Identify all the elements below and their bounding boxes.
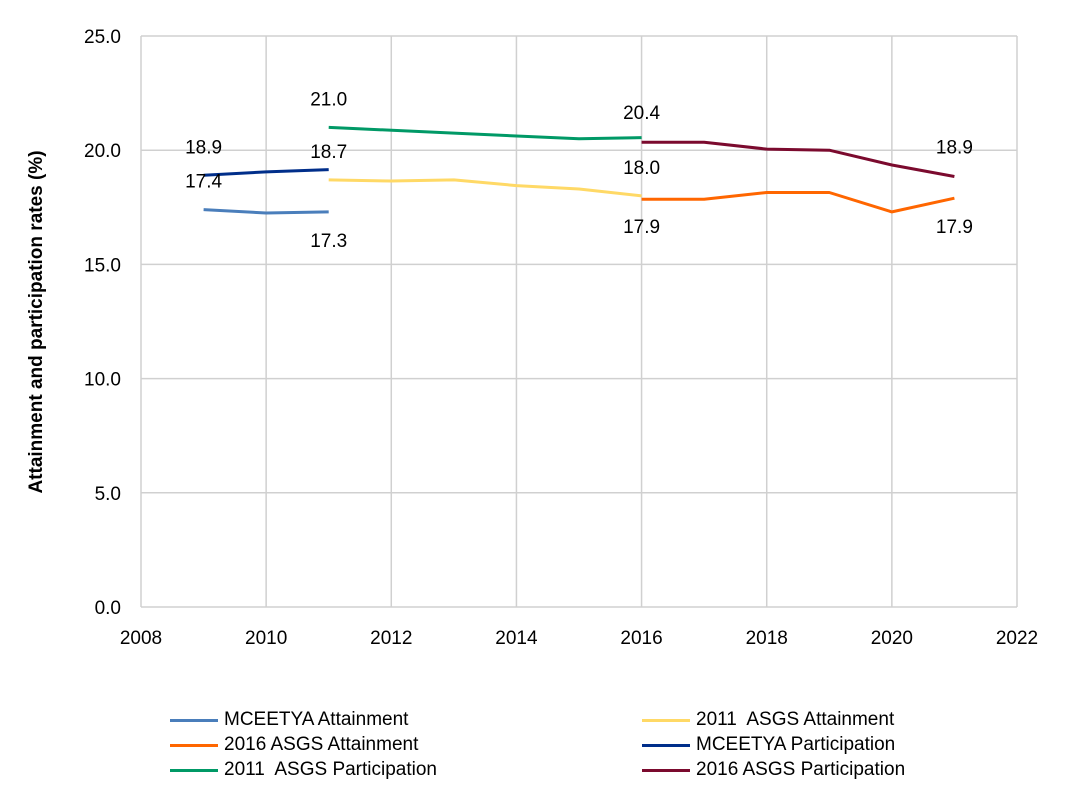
data-label: 18.9 bbox=[185, 137, 222, 158]
series-line bbox=[641, 191, 955, 214]
x-tick-label: 2012 bbox=[370, 628, 412, 649]
data-label: 17.4 bbox=[185, 172, 222, 193]
series-line bbox=[641, 140, 955, 178]
y-tick-label: 25.0 bbox=[84, 27, 121, 48]
legend-label: 2016 ASGS Participation bbox=[696, 759, 906, 780]
y-axis-ticks: 0.0 5.0 10.0 15.0 20.0 25.0 bbox=[84, 27, 121, 619]
legend-swatch bbox=[642, 768, 690, 772]
series-line bbox=[203, 208, 329, 215]
legend-label: 2011 ASGS Participation bbox=[224, 759, 437, 780]
legend-label: MCEETYA Participation bbox=[696, 734, 896, 755]
y-tick-label: 20.0 bbox=[84, 141, 121, 162]
y-tick-label: 15.0 bbox=[84, 255, 121, 276]
data-label: 18.7 bbox=[310, 142, 347, 163]
data-label: 18.0 bbox=[623, 158, 660, 179]
x-tick-label: 2020 bbox=[871, 628, 913, 649]
x-tick-label: 2016 bbox=[620, 628, 662, 649]
y-tick-label: 5.0 bbox=[95, 484, 121, 505]
legend-item: 2016 ASGS Attainment bbox=[170, 733, 418, 757]
legend-item: MCEETYA Participation bbox=[642, 733, 895, 757]
legend-label: 2016 ASGS Attainment bbox=[224, 734, 419, 755]
legend-label: MCEETYA Attainment bbox=[224, 709, 409, 730]
data-label: 20.4 bbox=[623, 103, 660, 124]
data-label: 17.9 bbox=[936, 217, 973, 238]
x-tick-label: 2022 bbox=[996, 628, 1038, 649]
data-label: 18.9 bbox=[936, 137, 973, 158]
legend-swatch bbox=[170, 768, 218, 772]
y-tick-label: 10.0 bbox=[84, 370, 121, 391]
legend-item: 2016 ASGS Participation bbox=[642, 758, 905, 782]
x-tick-label: 2014 bbox=[495, 628, 538, 649]
data-label: 17.9 bbox=[623, 217, 660, 238]
series-lines bbox=[203, 125, 955, 215]
legend-label: 2011 ASGS Attainment bbox=[696, 709, 895, 730]
legend-swatch bbox=[642, 743, 690, 747]
x-axis-ticks: 2008 2010 2012 2014 2016 2018 2020 2022 bbox=[120, 628, 1038, 649]
legend-swatch bbox=[170, 718, 218, 722]
legend-item: MCEETYA Attainment bbox=[170, 708, 408, 732]
data-labels: 18.9 17.4 17.3 18.7 21.0 20.4 18.0 17.9 18.9 17.9 bbox=[185, 89, 973, 252]
gridlines bbox=[140, 35, 1018, 608]
x-tick-label: 2008 bbox=[120, 628, 162, 649]
line-chart: 2008 2010 2012 2014 2016 2018 2020 2022 0.0 5.0 1… bbox=[26, 27, 1038, 649]
series-line bbox=[328, 125, 642, 141]
series-line bbox=[203, 168, 329, 177]
y-tick-label: 0.0 bbox=[95, 598, 121, 619]
series-line bbox=[328, 178, 642, 198]
x-tick-label: 2018 bbox=[746, 628, 788, 649]
data-label: 17.3 bbox=[310, 231, 347, 252]
legend-item: 2011 ASGS Participation bbox=[170, 758, 437, 782]
x-tick-label: 2010 bbox=[245, 628, 287, 649]
y-axis-label: Attainment and participation rates (%) bbox=[26, 150, 47, 493]
legend-swatch bbox=[170, 743, 218, 747]
legend-swatch bbox=[642, 718, 690, 722]
legend-item: 2011 ASGS Attainment bbox=[642, 708, 894, 732]
data-label: 21.0 bbox=[310, 89, 347, 110]
